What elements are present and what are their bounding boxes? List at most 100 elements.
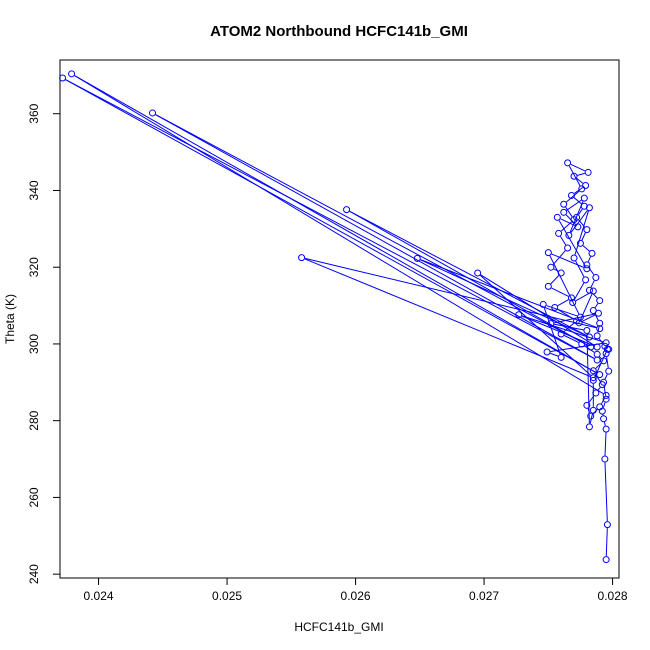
series-segment: [570, 163, 586, 172]
series-segment: [304, 258, 591, 377]
series-segment: [480, 274, 595, 346]
data-point: [602, 556, 610, 564]
x-tick-label: 0.027: [469, 589, 499, 603]
data-point: [598, 381, 606, 389]
data-point: [585, 204, 593, 212]
series-segment: [543, 307, 561, 355]
series-segment: [550, 275, 560, 285]
series-segment: [558, 220, 586, 266]
data-point: [580, 202, 588, 210]
data-point: [570, 172, 578, 180]
chart-title: ATOM2 Northbound HCFC141b_GMI: [210, 23, 468, 40]
data-point: [601, 455, 609, 463]
data-point: [515, 311, 523, 319]
series-segment: [420, 259, 597, 328]
series-segment: [582, 314, 596, 322]
data-point: [584, 168, 592, 176]
data-point: [589, 367, 597, 375]
data-point: [582, 181, 590, 189]
series-segment: [576, 178, 584, 184]
data-point: [602, 391, 610, 399]
data-point: [551, 303, 559, 311]
series-segment: [581, 232, 586, 241]
data-point: [560, 200, 568, 208]
y-axis: 240 260 280 300 320 340 360: [27, 103, 61, 584]
data-point: [602, 395, 610, 403]
data-point: [149, 109, 157, 117]
series-segment: [582, 245, 590, 252]
y-tick-label: 300: [27, 334, 41, 354]
series-segment: [551, 287, 569, 297]
series-segment: [565, 206, 573, 217]
data-point: [593, 332, 601, 340]
x-tick-label: 0.028: [598, 589, 628, 603]
data-point: [596, 325, 604, 333]
data-point: [564, 244, 572, 252]
data-point: [592, 274, 600, 282]
series-segment: [603, 422, 606, 426]
series-segment: [560, 218, 575, 226]
data-point: [593, 356, 601, 364]
series-segment: [155, 114, 595, 359]
data-point: [589, 406, 597, 414]
series-segment: [606, 356, 609, 368]
data-point: [68, 70, 76, 78]
x-tick-label: 0.026: [341, 589, 371, 603]
data-point: [583, 261, 591, 269]
data-point: [594, 309, 602, 317]
data-point: [578, 340, 586, 348]
data-point: [582, 276, 590, 284]
x-axis-label: HCFC141b_GMI: [294, 620, 383, 634]
data-point: [587, 412, 595, 420]
series-segment: [586, 333, 590, 424]
data-point: [600, 415, 608, 423]
data-point: [585, 286, 593, 294]
data-point: [583, 226, 591, 234]
data-point: [585, 333, 593, 341]
data-point: [596, 371, 604, 379]
series-segment: [600, 398, 605, 405]
data-point: [589, 287, 597, 295]
data-point: [593, 343, 601, 351]
series-segment: [557, 299, 569, 307]
series-segment: [599, 356, 602, 359]
data-point: [570, 254, 578, 262]
series-segment: [566, 190, 580, 203]
data-point: [413, 254, 421, 262]
y-tick-label: 340: [27, 180, 41, 200]
series-segment: [604, 432, 607, 456]
data-point: [557, 353, 565, 361]
y-axis-label: Theta (K): [3, 294, 17, 344]
series-segment: [560, 236, 567, 246]
series-segment: [575, 260, 585, 278]
data-point: [298, 254, 306, 262]
data-point: [547, 320, 555, 328]
data-point: [343, 206, 351, 214]
data-point: [603, 345, 611, 353]
data-point: [596, 403, 604, 411]
y-tick-label: 240: [27, 564, 41, 584]
data-point: [569, 299, 577, 307]
series-segment: [573, 197, 582, 205]
series-segment: [574, 187, 584, 194]
data-point: [570, 216, 578, 224]
data-point: [553, 213, 561, 221]
data-point: [602, 339, 610, 347]
series-segment: [584, 345, 595, 353]
data-point: [539, 300, 547, 308]
series-segment: [578, 208, 583, 215]
series-layer: [59, 70, 613, 564]
data-point: [576, 239, 584, 247]
data-point: [575, 319, 583, 327]
data-point: [588, 249, 596, 257]
data-point: [592, 389, 600, 397]
series-segment: [594, 303, 599, 308]
data-point: [565, 231, 573, 239]
data-point: [544, 282, 552, 290]
series-segment: [574, 282, 585, 300]
series-segment: [74, 75, 604, 394]
series-segment: [568, 165, 581, 187]
series-segment: [479, 274, 592, 376]
